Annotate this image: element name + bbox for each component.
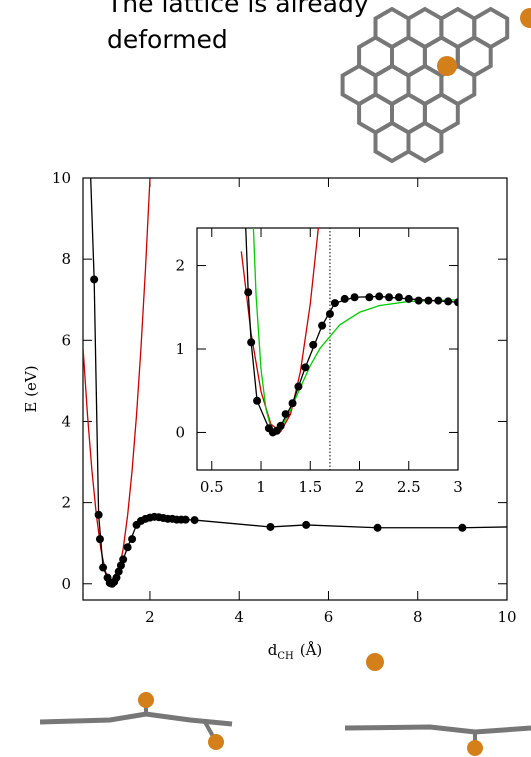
- data-point: [116, 561, 125, 570]
- data-point: [340, 294, 349, 303]
- data-point: [301, 363, 310, 372]
- data-point: [325, 309, 334, 318]
- x-tick-label: 2: [355, 478, 365, 496]
- chart: 0.5 1 1.5 2 2.5 3 0 1 2: [175, 227, 463, 496]
- data-point: [444, 297, 453, 306]
- data-point: [375, 292, 384, 301]
- y-tick-label: 2: [61, 494, 71, 512]
- data-point: [414, 296, 423, 305]
- data-point: [247, 338, 256, 347]
- plot-area: [240, 228, 458, 470]
- atom: [520, 8, 531, 28]
- y-tick-label: 4: [61, 412, 71, 430]
- x-label-sub: CH: [277, 651, 294, 662]
- data-point: [394, 293, 403, 302]
- data-point: [385, 293, 394, 302]
- x-tick-label: 10: [497, 608, 516, 626]
- data-point: [119, 555, 128, 564]
- x-tick-label: 4: [234, 608, 244, 626]
- x-tick-label: 2.5: [397, 478, 421, 496]
- data-point: [95, 535, 104, 544]
- data-point: [373, 523, 382, 532]
- y-tick-label: 0: [61, 575, 71, 593]
- plot-area: [83, 178, 507, 588]
- y-tick-label: 10: [52, 169, 71, 187]
- y-axis-label: E (eV): [22, 365, 40, 412]
- x-tick-label: 1: [256, 478, 266, 496]
- y-tick-label: 1: [175, 340, 185, 358]
- lattice-side-view: [39, 653, 531, 756]
- data-point: [454, 298, 458, 307]
- y-tick-label: 8: [61, 250, 71, 268]
- data-point: [330, 299, 339, 308]
- atom: [437, 56, 457, 76]
- x-label-unit: (Å): [300, 641, 323, 659]
- header-line: deformed: [107, 25, 228, 54]
- data-point: [309, 340, 318, 349]
- data-point: [365, 293, 374, 302]
- x-tick-label: 8: [413, 608, 423, 626]
- curve: [252, 228, 458, 434]
- data-point: [294, 382, 303, 391]
- x-tick-label: 0.5: [200, 478, 224, 496]
- data-point: [99, 563, 108, 572]
- y-tick-label: 0: [175, 423, 185, 441]
- data-point: [276, 421, 285, 430]
- y-tick-label: 6: [61, 331, 71, 349]
- x-tick-label: 3: [453, 478, 463, 496]
- data-point: [458, 523, 467, 532]
- data-point: [288, 399, 297, 408]
- data-point: [112, 573, 121, 582]
- data-point: [190, 516, 199, 525]
- plot-frame: [196, 227, 459, 471]
- x-tick-label: 6: [324, 608, 334, 626]
- data-point: [94, 510, 103, 519]
- curve: [240, 228, 319, 433]
- data-point: [123, 543, 132, 552]
- data-point: [181, 515, 190, 524]
- x-axis-label: dCH (Å): [268, 641, 323, 662]
- header-line: The lattice is already: [106, 0, 369, 18]
- data-point: [434, 296, 443, 305]
- data-point: [253, 396, 262, 405]
- lattice-top-view: [340, 6, 510, 164]
- data-point: [404, 294, 413, 303]
- data-point: [114, 567, 123, 576]
- x-tick-label: 1.5: [298, 478, 322, 496]
- data-point: [90, 275, 99, 284]
- data-point: [302, 520, 311, 529]
- data-point: [244, 288, 253, 297]
- y-tick-label: 2: [175, 257, 185, 275]
- data-point: [128, 535, 137, 544]
- data-point: [318, 321, 327, 330]
- data-point: [281, 410, 290, 419]
- x-label-main: d: [268, 641, 278, 659]
- data-point: [350, 293, 359, 302]
- data-point: [424, 296, 433, 305]
- data-point: [266, 522, 275, 531]
- x-tick-label: 2: [145, 608, 155, 626]
